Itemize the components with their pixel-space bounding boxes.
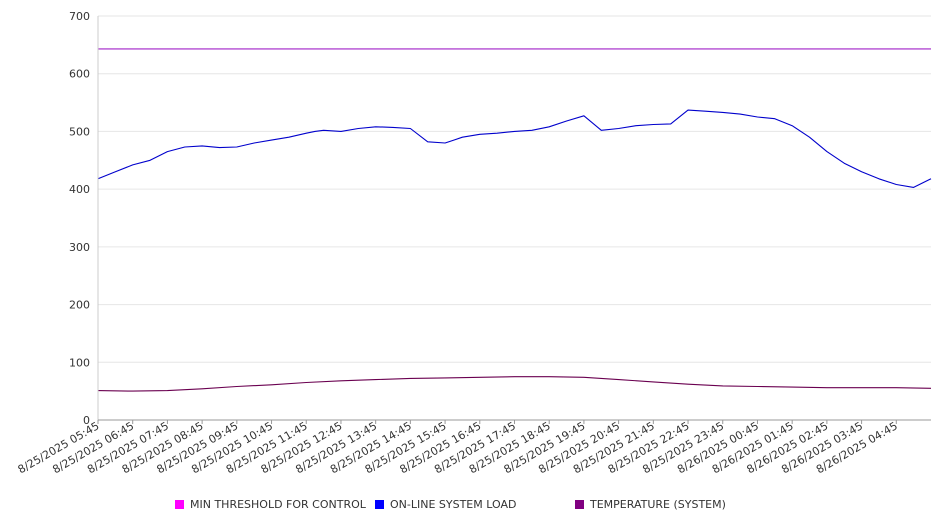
gridlines [98,15,931,421]
legend-item[interactable]: TEMPERATURE (SYSTEM) [575,498,726,511]
legend-label: TEMPERATURE (SYSTEM) [590,498,726,511]
legend-swatch [375,500,384,509]
legend: MIN THRESHOLD FOR CONTROL ON-LINE SYSTEM … [0,498,946,516]
legend-item[interactable]: ON-LINE SYSTEM LOAD [375,498,516,511]
y-tick-label: 500 [69,125,90,138]
y-tick-label: 100 [69,356,90,369]
legend-label: MIN THRESHOLD FOR CONTROL [190,498,366,511]
y-tick-label: 0 [83,414,90,427]
series-line-temperature-system [97,376,932,392]
series-lines [97,48,932,392]
legend-item[interactable]: MIN THRESHOLD FOR CONTROL [175,498,366,511]
y-tick-label: 600 [69,68,90,81]
legend-swatch [175,500,184,509]
y-tick-label: 400 [69,183,90,196]
series-line-on-line-system-load [97,109,932,188]
legend-label: ON-LINE SYSTEM LOAD [390,498,517,511]
y-tick-label: 300 [69,241,90,254]
x-axis-tick-labels: 8/25/2025 05:458/25/2025 06:458/25/2025 … [16,419,900,476]
y-axis-tick-labels: 0 100 200 300 400 500 600 700 [69,10,90,427]
legend-swatch [575,500,584,509]
y-tick-label: 700 [69,10,90,23]
y-tick-label: 200 [69,299,90,312]
